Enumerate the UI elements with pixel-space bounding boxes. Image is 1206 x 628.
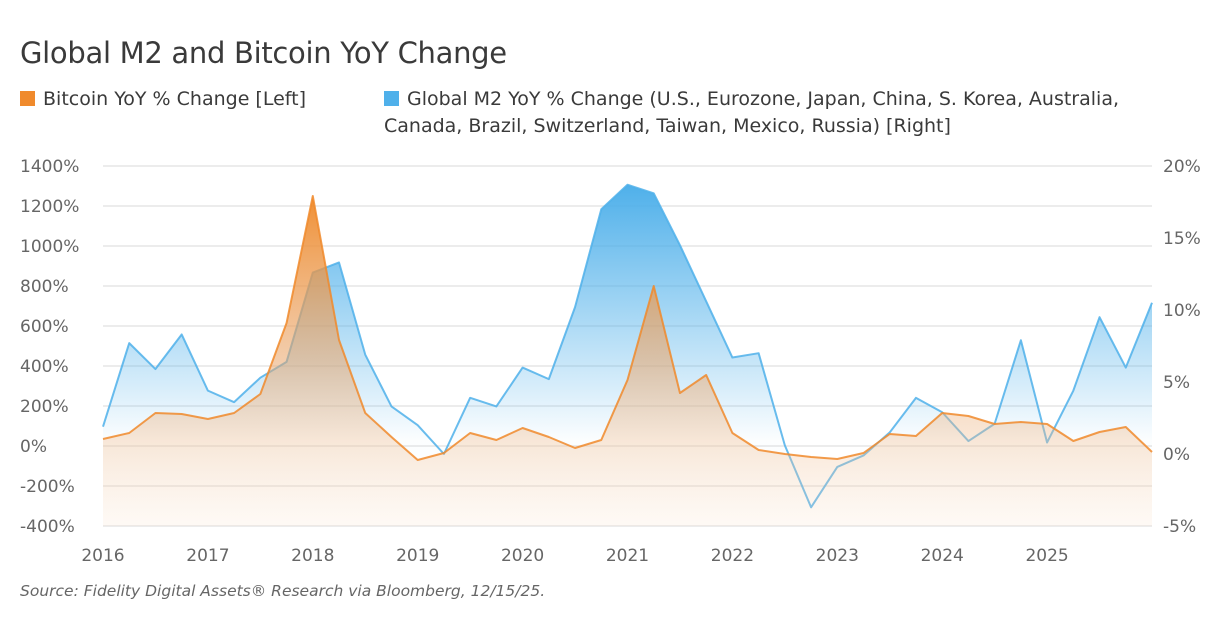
y-left-tick-label: 1000% <box>20 237 79 257</box>
y-left-tick-label: 0% <box>20 437 47 457</box>
x-tick-label: 2022 <box>711 546 754 566</box>
y-right-tick-label: 0% <box>1163 445 1190 465</box>
y-right-tick-label: 20% <box>1163 157 1201 177</box>
y-right-tick-label: 15% <box>1163 229 1201 249</box>
y-left-tick-label: 1200% <box>20 197 79 217</box>
x-tick-label: 2025 <box>1025 546 1068 566</box>
legend-item-bitcoin: Bitcoin YoY % Change [Left] <box>20 86 306 113</box>
legend-label-global-m2: Global M2 YoY % Change (U.S., Eurozone, … <box>384 88 1119 137</box>
x-tick-label: 2020 <box>501 546 544 566</box>
legend-item-global-m2: Global M2 YoY % Change (U.S., Eurozone, … <box>384 86 1184 140</box>
y-right-tick-label: 5% <box>1163 373 1190 393</box>
legend-swatch-global-m2 <box>384 91 399 106</box>
x-tick-label: 2023 <box>816 546 859 566</box>
y-right-tick-label: -5% <box>1163 517 1196 537</box>
x-tick-label: 2024 <box>921 546 964 566</box>
legend-label-bitcoin: Bitcoin YoY % Change [Left] <box>43 88 306 110</box>
y-right-tick-label: 10% <box>1163 301 1201 321</box>
y-left-tick-label: 200% <box>20 397 69 417</box>
y-left-tick-label: 400% <box>20 357 69 377</box>
legend-swatch-bitcoin <box>20 91 35 106</box>
x-tick-label: 2017 <box>186 546 229 566</box>
y-left-tick-label: 1400% <box>20 157 79 177</box>
y-left-tick-label: -200% <box>20 477 75 497</box>
x-tick-label: 2018 <box>291 546 334 566</box>
y-left-tick-label: 600% <box>20 317 69 337</box>
x-tick-label: 2019 <box>396 546 439 566</box>
x-tick-label: 2016 <box>81 546 124 566</box>
source-note: Source: Fidelity Digital Assets® Researc… <box>20 582 546 600</box>
chart-title: Global M2 and Bitcoin YoY Change <box>20 36 507 70</box>
y-left-tick-label: -400% <box>20 517 75 537</box>
bitcoin-series-area <box>103 196 1152 526</box>
y-left-tick-label: 800% <box>20 277 69 297</box>
x-tick-label: 2021 <box>606 546 649 566</box>
